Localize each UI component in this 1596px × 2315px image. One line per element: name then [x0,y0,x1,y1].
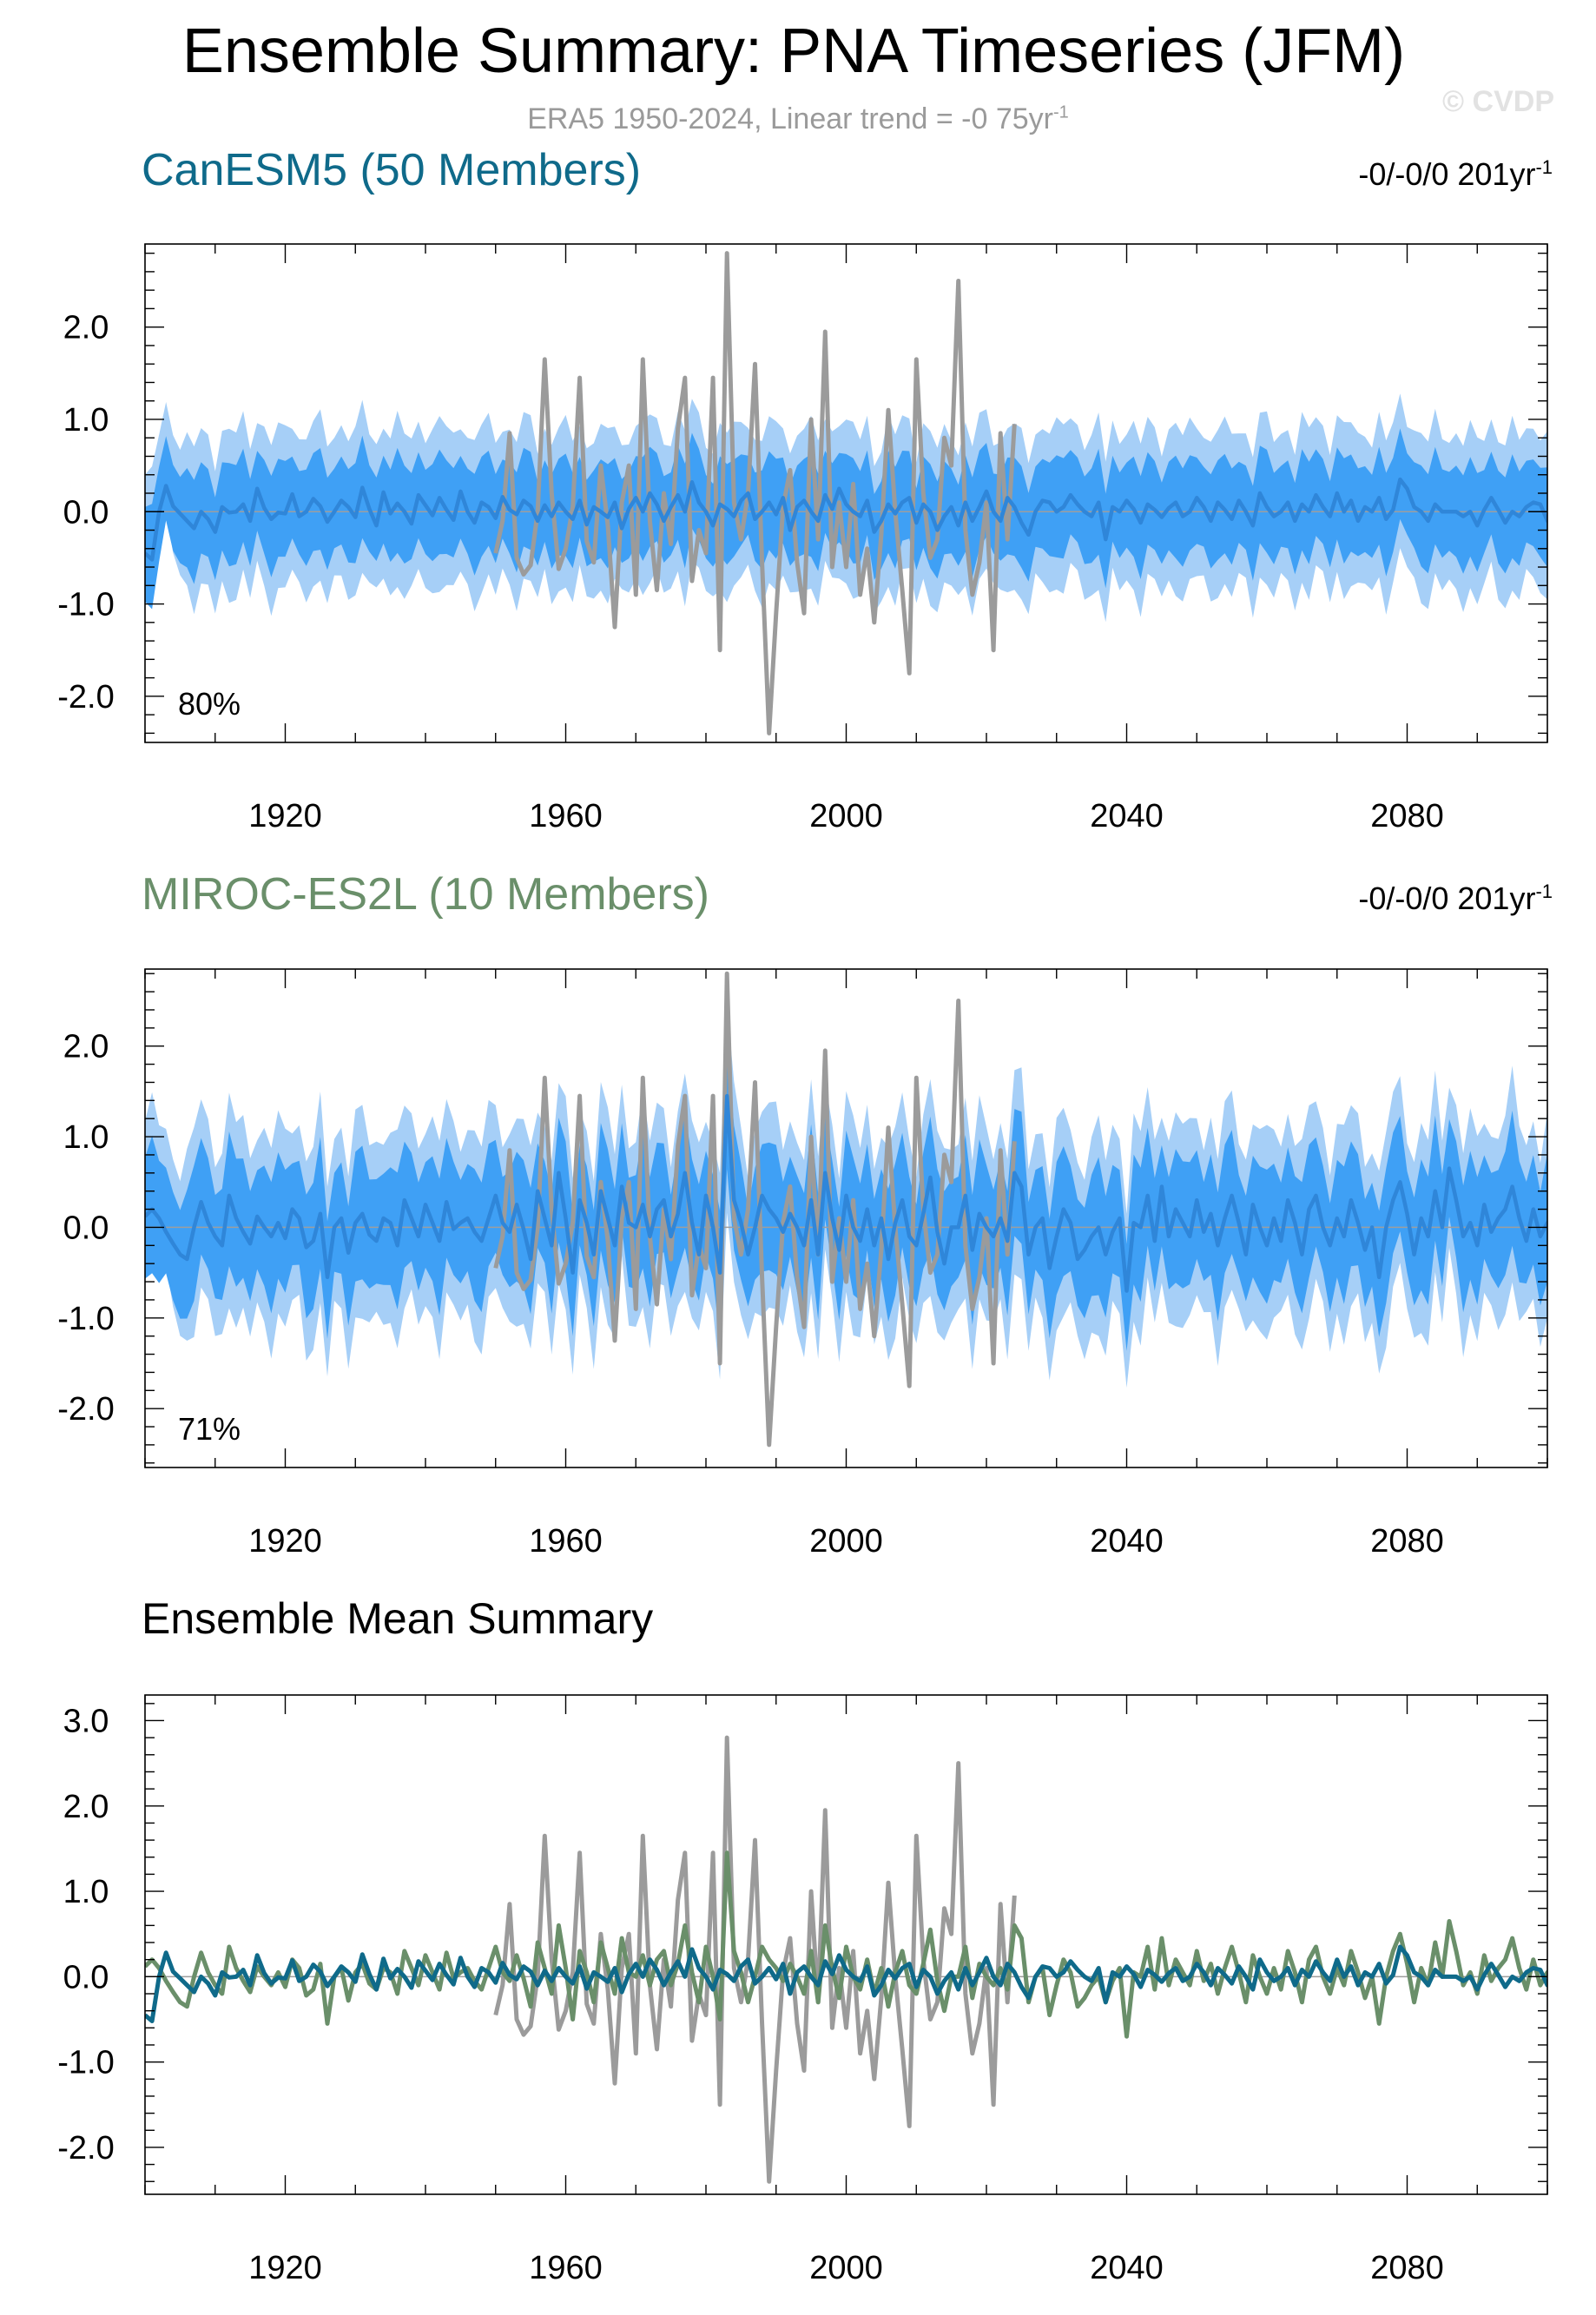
miroc-panel-title: MIROC-ES2L (10 Members) [142,869,709,920]
canesm5-ytick-label: 1.0 [63,402,109,439]
canesm5-panel-title: CanESM5 (50 Members) [142,145,642,195]
summary-panel-title: Ensemble Mean Summary [142,1594,654,1643]
miroc-xtick-label: 2040 [1090,1523,1164,1560]
figure-title: Ensemble Summary: PNA Timeseries (JFM) [181,16,1406,86]
miroc-trend-label: -0/-0/0 201yr-1 [1358,880,1553,917]
miroc-era5-observations-line [493,971,1017,1448]
miroc-xtick-label: 2080 [1370,1523,1444,1560]
canesm5-inner-spread-band [145,428,1547,610]
summary-xtick-label: 1960 [529,2250,603,2286]
canesm5-xtick-label: 1960 [529,798,603,834]
miroc-ytick-label: 2.0 [63,1029,109,1065]
miroc-ytick-label: -2.0 [57,1391,114,1428]
canesm5-xtick-label: 1920 [248,798,322,834]
summary-xtick-label: 2040 [1090,2250,1164,2286]
canesm5-xtick-label: 2080 [1370,798,1444,834]
canesm5-trend-text: -0/-0/0 201yr [1358,156,1536,192]
miroc-trend-text: -0/-0/0 201yr [1358,880,1536,916]
miroc-ytick-label: 0.0 [63,1210,109,1246]
miroc-xtick-label: 2000 [809,1523,883,1560]
summary-ytick-label: 1.0 [63,1874,109,1910]
summary-miroc-mean-line [145,1850,1547,2039]
miroc-xtick-label: 1920 [248,1523,322,1560]
summary-ytick-label: 2.0 [63,1789,109,1825]
miroc-ensemble-mean-line [145,1093,1547,1293]
figure-subtitle: ERA5 1950-2024, Linear trend = -0 75yr-1 [0,102,1596,136]
miroc-xtick-label: 1960 [529,1523,603,1560]
canesm5-ytick-label: -2.0 [57,679,114,716]
canesm5-xtick-label: 2000 [809,798,883,834]
canesm5-xtick-label: 2040 [1090,798,1164,834]
subtitle-text: ERA5 1950-2024, Linear trend = -0 75yr [527,102,1053,135]
summary-ytick-label: 0.0 [63,1959,109,1995]
summary-ytick-label: -2.0 [57,2130,114,2167]
canesm5-trend-label: -0/-0/0 201yr-1 [1358,156,1553,193]
cvdp-watermark: © CVDP [1442,85,1554,118]
miroc-ytick-label: 1.0 [63,1119,109,1156]
canesm5-era5-observations-line [493,251,1017,735]
subtitle-superscript: -1 [1052,102,1069,122]
canesm5-ytick-label: -1.0 [57,587,114,623]
canesm5-percent-label: 80% [178,686,241,722]
summary-ytick-label: 3.0 [63,1703,109,1739]
canesm5-ytick-label: 2.0 [63,310,109,346]
summary-era5-observations-line [493,1735,1017,2184]
miroc-percent-label: 71% [178,1411,241,1447]
canesm5-ytick-label: 0.0 [63,494,109,531]
miroc-ytick-label: -1.0 [57,1301,114,1337]
summary-canesm5-mean-line [145,1944,1547,2023]
canesm5-trend-sup: -1 [1535,156,1553,178]
canesm5-ensemble-mean-line [145,477,1547,562]
summary-ytick-label: -1.0 [57,2045,114,2081]
summary-xtick-label: 2000 [809,2250,883,2286]
miroc-trend-sup: -1 [1535,880,1553,902]
summary-xtick-label: 2080 [1370,2250,1444,2286]
summary-xtick-label: 1920 [248,2250,322,2286]
